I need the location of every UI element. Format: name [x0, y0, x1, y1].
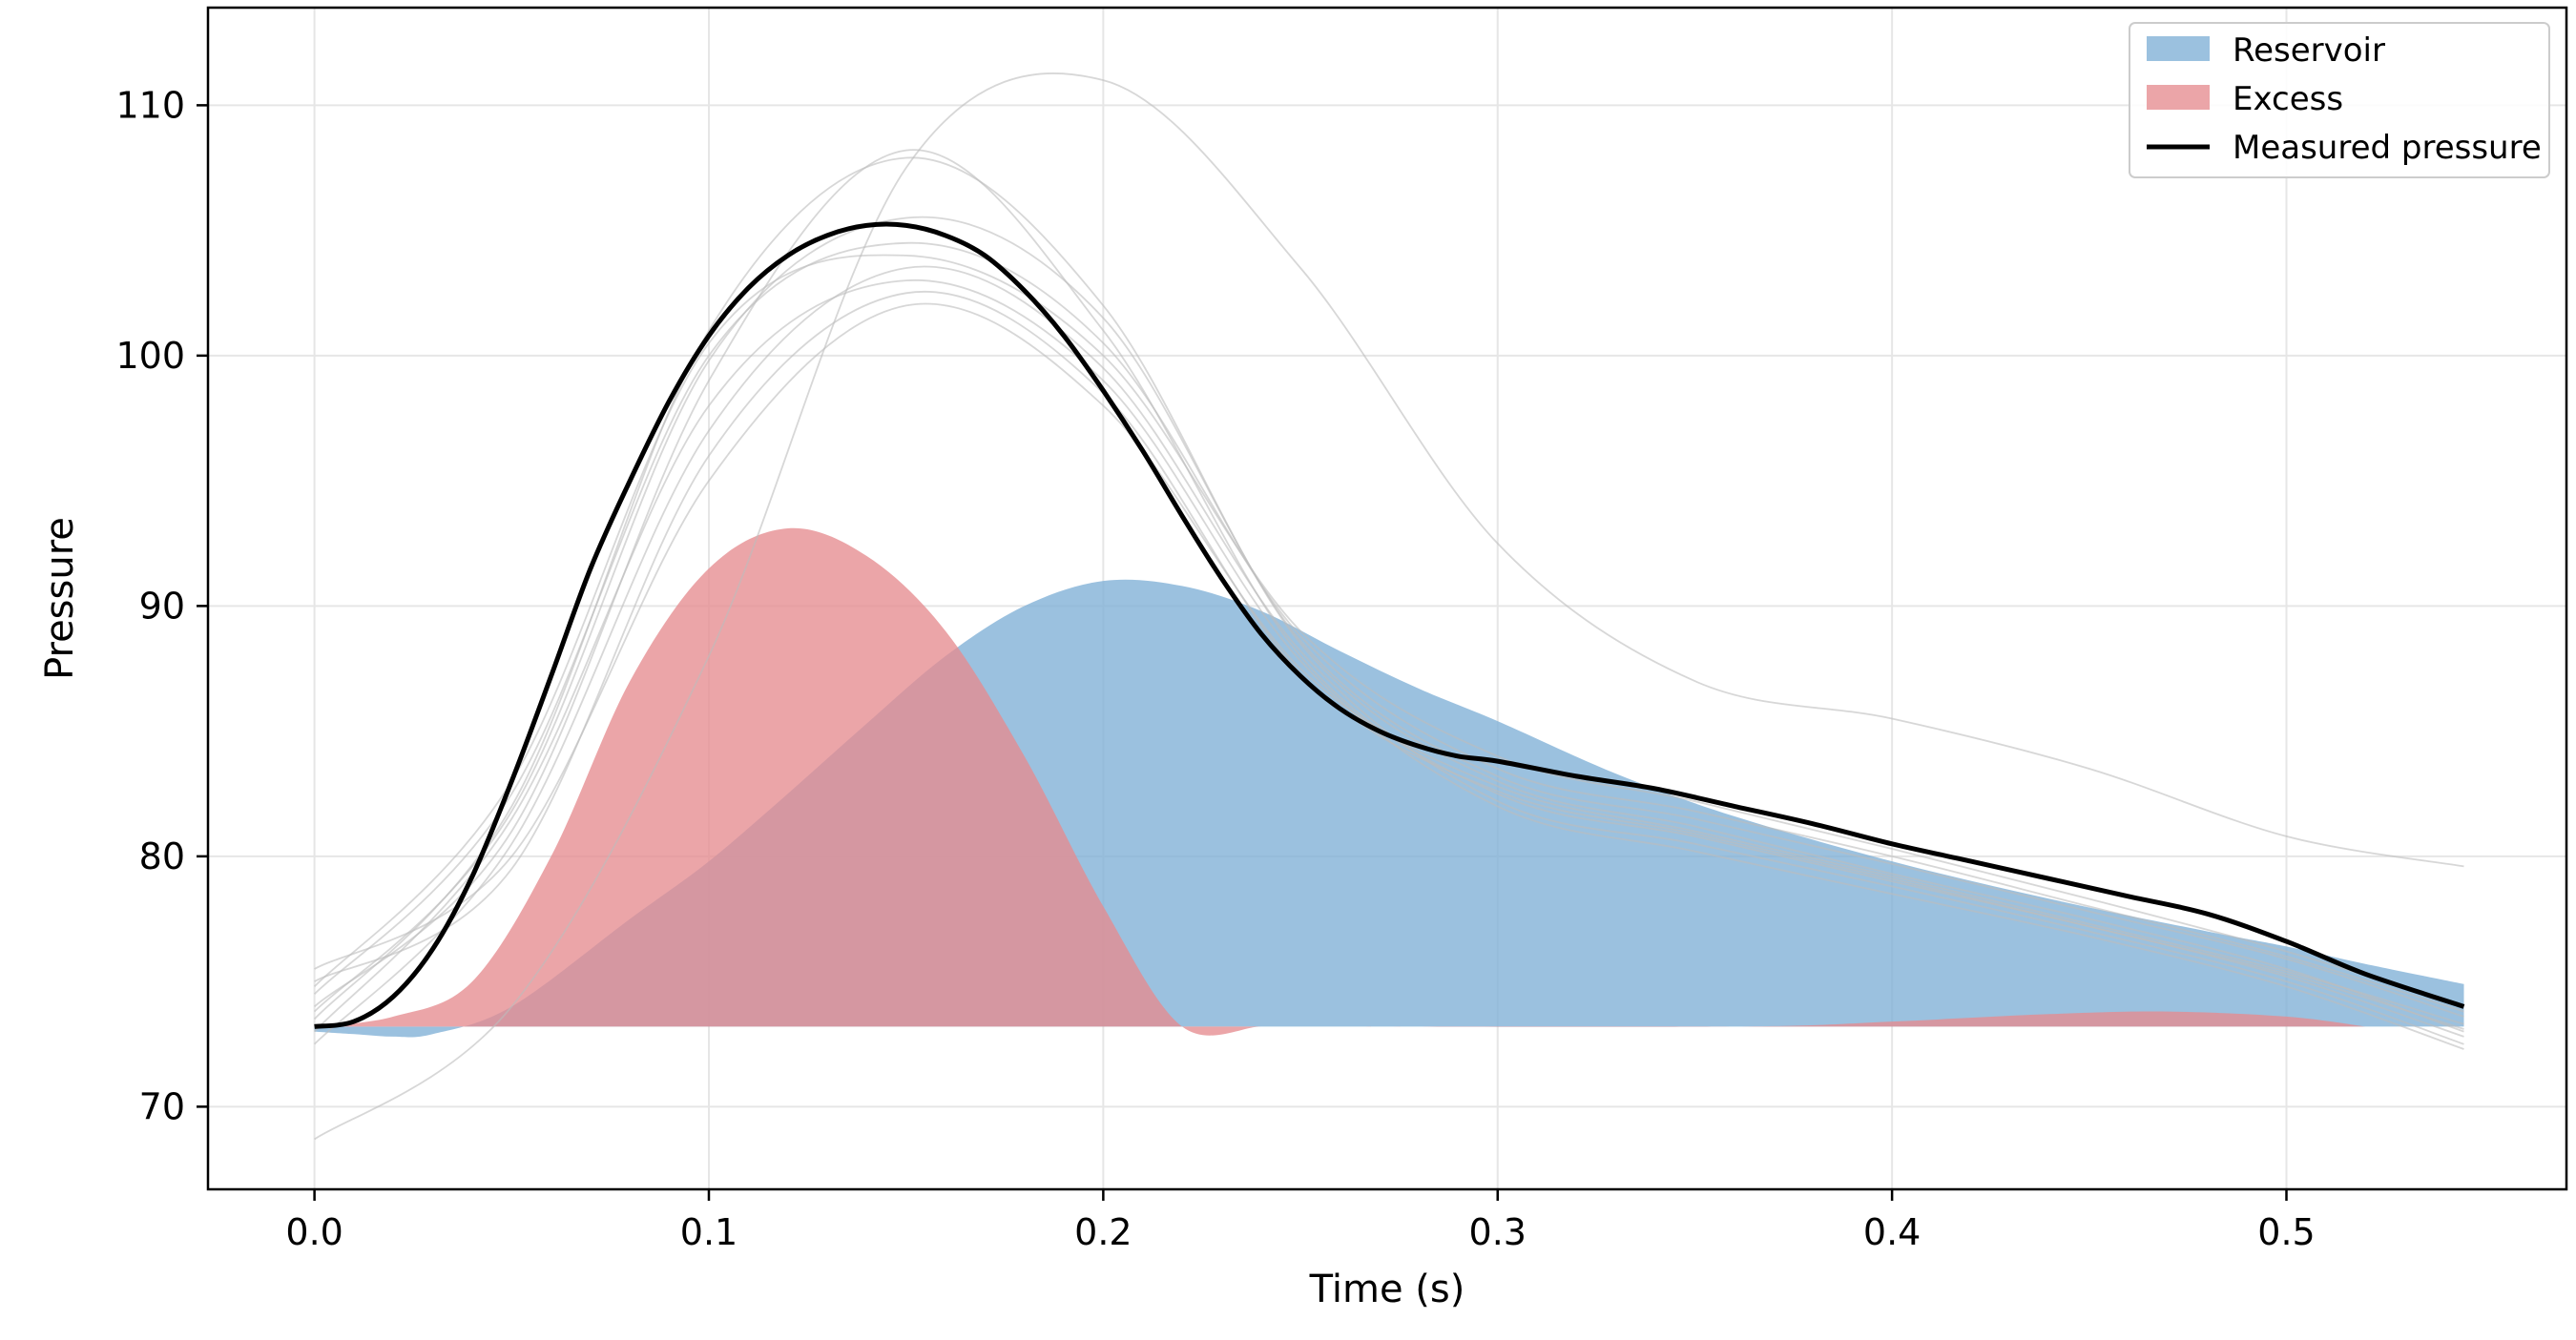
grid	[208, 8, 2566, 1189]
x-tick-label-3: 0.3	[1469, 1211, 1527, 1253]
y-tick-label-4: 110	[115, 84, 185, 126]
beat-line-4	[313, 241, 2464, 1013]
x-axis-ticks: 0.0 0.1 0.2 0.3 0.4 0.5	[285, 1189, 2316, 1253]
plot-frame	[206, 6, 2568, 1191]
x-tick-label-1: 0.1	[680, 1211, 737, 1253]
measured-pressure-series	[314, 221, 2465, 1029]
y-tick-label-3: 100	[115, 335, 185, 377]
beat-line-9	[313, 216, 2464, 1018]
beat-line-6	[313, 254, 2464, 1008]
y-tick-label-1: 80	[139, 835, 185, 877]
x-axis-label: Time (s)	[1309, 1268, 1465, 1311]
excess-area	[314, 527, 2366, 1036]
x-tick-label-0: 0.0	[285, 1211, 343, 1253]
beat-line-8	[314, 72, 2464, 1141]
y-tick-label-2: 90	[139, 585, 185, 627]
y-tick-label-0: 70	[139, 1085, 185, 1127]
legend-swatch-excess	[2147, 85, 2210, 110]
x-tick-label-4: 0.4	[1863, 1211, 1921, 1253]
x-tick-label-5: 0.5	[2257, 1211, 2315, 1253]
legend-label-excess: Excess	[2233, 80, 2343, 118]
legend: Reservoir Excess Measured pressure	[2129, 22, 2550, 178]
beat-line-3	[313, 265, 2464, 1045]
beat-line-2	[314, 302, 2464, 1025]
x-tick-label-2: 0.2	[1074, 1211, 1132, 1253]
y-axis-label: Pressure	[38, 517, 82, 680]
legend-swatch-reservoir	[2147, 36, 2210, 61]
beat-line-0	[313, 156, 2464, 1033]
legend-label-reservoir: Reservoir	[2233, 31, 2385, 70]
legend-box	[2129, 22, 2550, 178]
area-fills	[314, 527, 2464, 1038]
y-axis-ticks: 70 80 90 100 110	[115, 84, 208, 1127]
measured-pressure-line	[314, 221, 2465, 1029]
legend-label-measured-pressure: Measured pressure	[2233, 129, 2542, 167]
beat-line-5	[313, 278, 2464, 1050]
